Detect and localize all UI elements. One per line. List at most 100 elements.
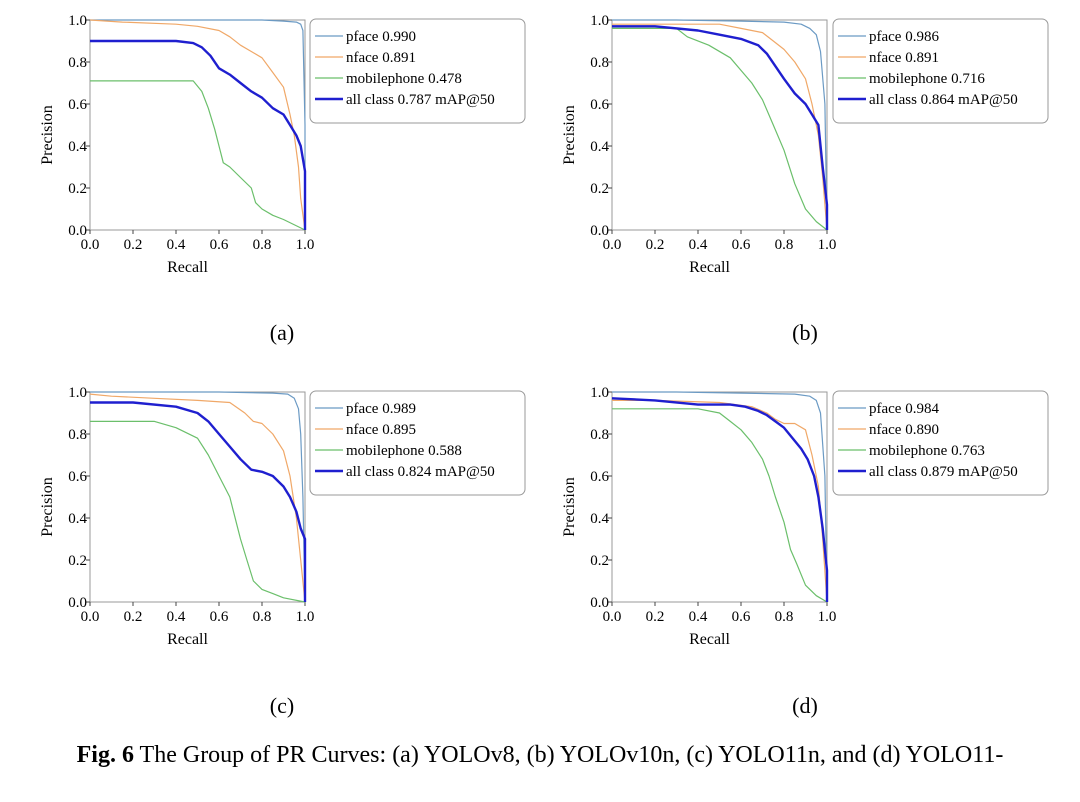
y-tick-label: 0.8 <box>68 427 87 443</box>
plot-frame <box>611 391 828 603</box>
series-line-all <box>90 401 307 602</box>
series-line-all <box>90 39 307 230</box>
x-tick-label: 0.6 <box>210 237 229 253</box>
x-tick-label: 0.6 <box>732 237 751 253</box>
y-tick-label: 0.8 <box>68 55 87 71</box>
legend-label-nface: nface 0.891 <box>869 50 939 66</box>
legend-label-pface: pface 0.984 <box>869 401 939 417</box>
legend-box <box>309 18 526 124</box>
y-tick-label: 0.0 <box>590 223 609 239</box>
y-axis-title: Precision <box>561 105 578 165</box>
legend-label-mobilephone: mobilephone 0.478 <box>346 71 462 87</box>
x-tick-label: 1.0 <box>818 609 837 625</box>
panel-b: 0.0 0.2 0.4 0.6 0.8 1.0 0.0 0.2 0.4 0.6 0.8 1.0 Reca… <box>561 13 1049 345</box>
panel-label: (a) <box>270 320 294 345</box>
x-tick-label: 0.8 <box>775 237 794 253</box>
y-axis-title: Precision <box>39 105 56 165</box>
x-tick-label: 0.8 <box>253 237 272 253</box>
legend-label-all: all class 0.824 mAP@50 <box>346 464 495 480</box>
y-tick-label: 0.6 <box>590 469 609 485</box>
x-tick-label: 0.0 <box>81 609 100 625</box>
legend-box <box>832 390 1049 496</box>
panel-label: (b) <box>792 320 818 345</box>
legend-label-all: all class 0.864 mAP@50 <box>869 92 1018 108</box>
figure-caption: Fig. 6 The Group of PR Curves: (a) YOLOv… <box>0 742 1080 769</box>
x-axis-title: Recall <box>167 631 208 648</box>
x-axis-title: Recall <box>167 259 208 276</box>
x-tick-label: 1.0 <box>818 237 837 253</box>
legend-label-pface: pface 0.990 <box>346 29 416 45</box>
series-line-pface <box>90 391 306 603</box>
plot-frame <box>89 19 306 231</box>
y-tick-label: 0.4 <box>590 511 609 527</box>
y-tick-label: 0.2 <box>68 553 87 569</box>
x-axis-title: Recall <box>689 259 730 276</box>
y-tick-label: 0.8 <box>590 55 609 71</box>
x-tick-label: 0.2 <box>124 609 143 625</box>
series-line-mobilephone <box>90 80 306 231</box>
series-line-pface <box>612 391 828 603</box>
legend-label-nface: nface 0.891 <box>346 50 416 66</box>
x-tick-label: 0.2 <box>646 609 665 625</box>
caption-text: The Group of PR Curves: (a) YOLOv8, (b) … <box>139 742 1004 768</box>
y-tick-label: 0.8 <box>590 427 609 443</box>
series-line-mobilephone <box>90 420 306 603</box>
y-tick-label: 0.0 <box>68 223 87 239</box>
x-tick-label: 1.0 <box>296 609 315 625</box>
y-tick-label: 0.4 <box>590 139 609 155</box>
x-tick-label: 0.2 <box>646 237 665 253</box>
y-tick-label: 0.4 <box>68 511 87 527</box>
series-line-pface <box>90 19 306 230</box>
y-axis-title: Precision <box>39 477 56 537</box>
x-tick-label: 0.4 <box>167 237 186 253</box>
x-axis-title: Recall <box>689 631 730 648</box>
legend-label-mobilephone: mobilephone 0.716 <box>869 71 985 87</box>
y-axis-title: Precision <box>561 477 578 537</box>
x-tick-label: 0.8 <box>253 609 272 625</box>
panel-a: 0.0 0.2 0.4 0.6 0.8 1.0 0.0 0.2 0.4 0.6 0.8 1.0 Reca… <box>39 13 526 345</box>
x-tick-label: 0.0 <box>81 237 100 253</box>
x-tick-label: 0.2 <box>124 237 143 253</box>
y-tick-label: 0.2 <box>590 553 609 569</box>
y-tick-label: 0.6 <box>68 97 87 113</box>
y-tick-label: 1.0 <box>68 385 87 401</box>
series-line-all <box>612 25 829 230</box>
plot-frame <box>89 391 306 603</box>
series-line-pface <box>612 19 828 231</box>
panel-label: (d) <box>792 693 818 718</box>
y-tick-label: 0.2 <box>590 181 609 197</box>
x-tick-label: 1.0 <box>296 237 315 253</box>
y-tick-label: 0.0 <box>590 595 609 611</box>
y-tick-label: 0.0 <box>68 595 87 611</box>
y-tick-label: 0.2 <box>68 181 87 197</box>
series-line-nface <box>89 393 306 603</box>
x-tick-label: 0.0 <box>603 237 622 253</box>
y-tick-label: 0.6 <box>590 97 609 113</box>
legend-label-nface: nface 0.890 <box>869 422 939 438</box>
x-tick-label: 0.6 <box>732 609 751 625</box>
legend-label-mobilephone: mobilephone 0.588 <box>346 443 462 459</box>
legend-label-all: all class 0.787 mAP@50 <box>346 92 495 108</box>
plot-frame <box>611 19 828 231</box>
caption-label: Fig. 6 <box>76 742 134 768</box>
series-line-nface <box>612 399 828 603</box>
x-tick-label: 0.0 <box>603 609 622 625</box>
series-line-all <box>611 397 829 602</box>
legend-label-pface: pface 0.986 <box>869 29 939 45</box>
y-tick-label: 1.0 <box>68 13 87 29</box>
x-tick-label: 0.4 <box>689 237 708 253</box>
x-tick-label: 0.8 <box>775 609 794 625</box>
x-tick-label: 0.4 <box>689 609 708 625</box>
y-tick-label: 0.6 <box>68 469 87 485</box>
y-tick-label: 1.0 <box>590 385 609 401</box>
panel-d: 0.0 0.2 0.4 0.6 0.8 1.0 0.0 0.2 0.4 0.6 0.8 1.0 Reca… <box>561 385 1049 718</box>
legend-label-nface: nface 0.895 <box>346 422 416 438</box>
panel-c: 0.0 0.2 0.4 0.6 0.8 1.0 0.0 0.2 0.4 0.6 0.8 1.0 Reca… <box>39 385 526 718</box>
x-tick-label: 0.4 <box>167 609 186 625</box>
x-tick-label: 0.6 <box>210 609 229 625</box>
legend-label-all: all class 0.879 mAP@50 <box>869 464 1018 480</box>
legend-label-mobilephone: mobilephone 0.763 <box>869 443 985 459</box>
panel-label: (c) <box>270 693 294 718</box>
series-line-mobilephone <box>612 408 828 603</box>
